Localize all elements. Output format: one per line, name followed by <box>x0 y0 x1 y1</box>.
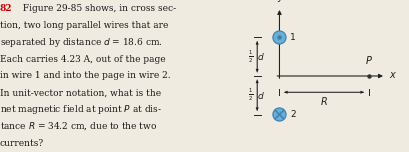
Text: 82: 82 <box>0 4 13 13</box>
Text: separated by distance $d$ = 18.6 cm.: separated by distance $d$ = 18.6 cm. <box>0 36 163 49</box>
Text: Each carries 4.23 A, out of the page: Each carries 4.23 A, out of the page <box>0 55 166 64</box>
Text: tance $R$ = 34.2 cm, due to the two: tance $R$ = 34.2 cm, due to the two <box>0 121 157 133</box>
Text: $d$: $d$ <box>257 51 265 62</box>
Text: in wire 1 and into the page in wire 2.: in wire 1 and into the page in wire 2. <box>0 71 171 81</box>
Text: $\frac{1}{2}$: $\frac{1}{2}$ <box>248 49 253 65</box>
Text: 2: 2 <box>290 110 296 119</box>
Text: net magnetic field at point $P$ at dis-: net magnetic field at point $P$ at dis- <box>0 103 162 116</box>
Text: $\frac{1}{2}$: $\frac{1}{2}$ <box>248 87 253 103</box>
Text: $P$: $P$ <box>365 54 373 66</box>
Text: tion, two long parallel wires that are: tion, two long parallel wires that are <box>0 21 169 30</box>
Text: $y$: $y$ <box>277 0 285 4</box>
Text: In unit-vector notation, what is the: In unit-vector notation, what is the <box>0 88 161 97</box>
Circle shape <box>273 108 286 121</box>
Text: Figure 29-85 shows, in cross sec-: Figure 29-85 shows, in cross sec- <box>17 4 176 13</box>
Text: $x$: $x$ <box>389 70 397 80</box>
Text: $d$: $d$ <box>257 90 265 101</box>
Text: 1: 1 <box>290 33 296 42</box>
Text: currents?: currents? <box>0 139 44 148</box>
Circle shape <box>273 31 286 44</box>
Text: $R$: $R$ <box>320 95 328 107</box>
